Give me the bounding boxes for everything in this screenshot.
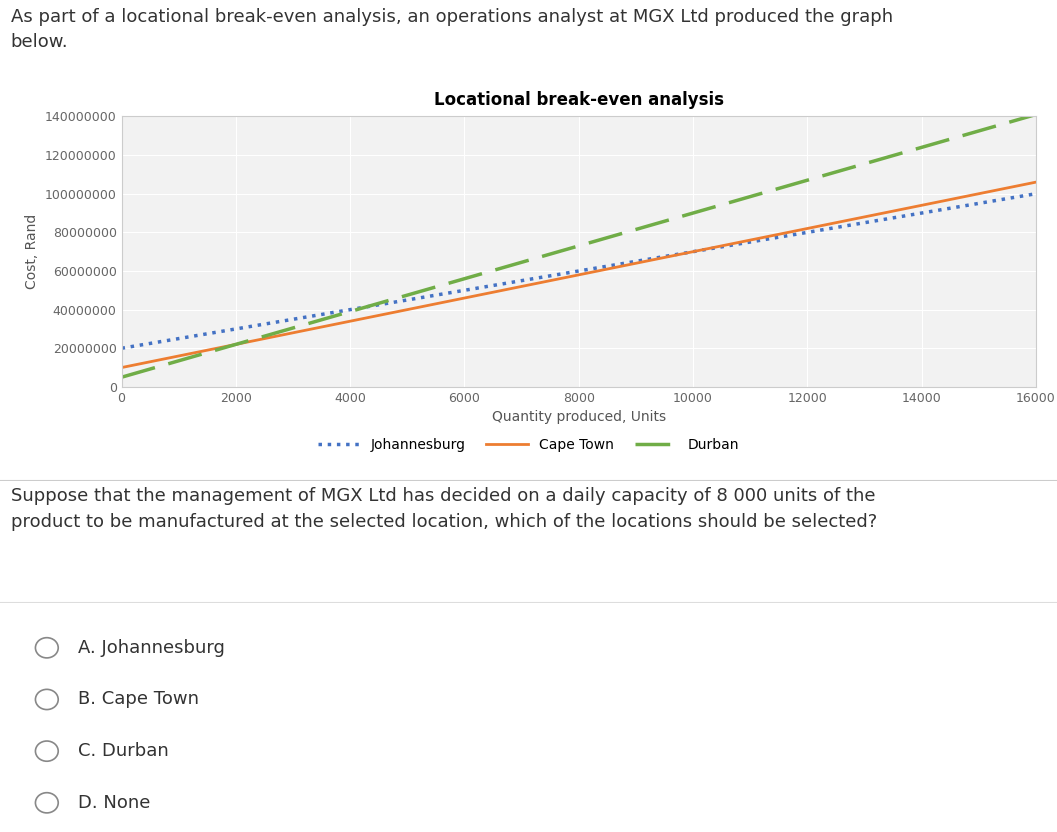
Cape Town [485, 288, 498, 298]
Text: As part of a locational break-even analysis, an operations analyst at MGX Ltd pr: As part of a locational break-even analy… [11, 8, 893, 52]
Durban [743, 192, 756, 202]
Title: Locational break-even analysis: Locational break-even analysis [433, 92, 724, 109]
Text: Suppose that the management of MGX Ltd has decided on a daily capacity of 8 000 : Suppose that the management of MGX Ltd h… [11, 487, 877, 531]
Johannesburg [743, 237, 756, 247]
Text: D. None: D. None [78, 794, 150, 812]
Johannesburg [208, 328, 221, 338]
Cape Town [845, 215, 857, 225]
Line: Durban: Durban [122, 115, 1036, 377]
Durban [115, 372, 128, 382]
Cape Town [518, 281, 531, 291]
Johannesburg [485, 280, 498, 290]
Durban [1030, 110, 1042, 120]
Durban [845, 163, 857, 173]
Johannesburg [115, 344, 128, 354]
Line: Johannesburg: Johannesburg [122, 194, 1036, 349]
Text: A. Johannesburg: A. Johannesburg [78, 639, 225, 656]
Johannesburg [845, 220, 857, 230]
Legend: Johannesburg, Cape Town, Durban: Johannesburg, Cape Town, Durban [312, 433, 745, 458]
X-axis label: Quantity produced, Units: Quantity produced, Units [492, 410, 666, 424]
Johannesburg [518, 275, 531, 285]
Cape Town [829, 218, 841, 228]
Text: C. Durban: C. Durban [78, 742, 169, 760]
Durban [485, 266, 498, 276]
Durban [208, 345, 221, 355]
Line: Cape Town: Cape Town [122, 182, 1036, 368]
Cape Town [1030, 177, 1042, 187]
Cape Town [743, 235, 756, 245]
Text: B. Cape Town: B. Cape Town [78, 691, 199, 709]
Johannesburg [1030, 189, 1042, 199]
Cape Town [208, 344, 221, 354]
Durban [829, 167, 841, 177]
Y-axis label: Cost, Rand: Cost, Rand [25, 214, 39, 290]
Durban [518, 256, 531, 266]
Cape Town [115, 363, 128, 373]
Johannesburg [829, 223, 841, 233]
